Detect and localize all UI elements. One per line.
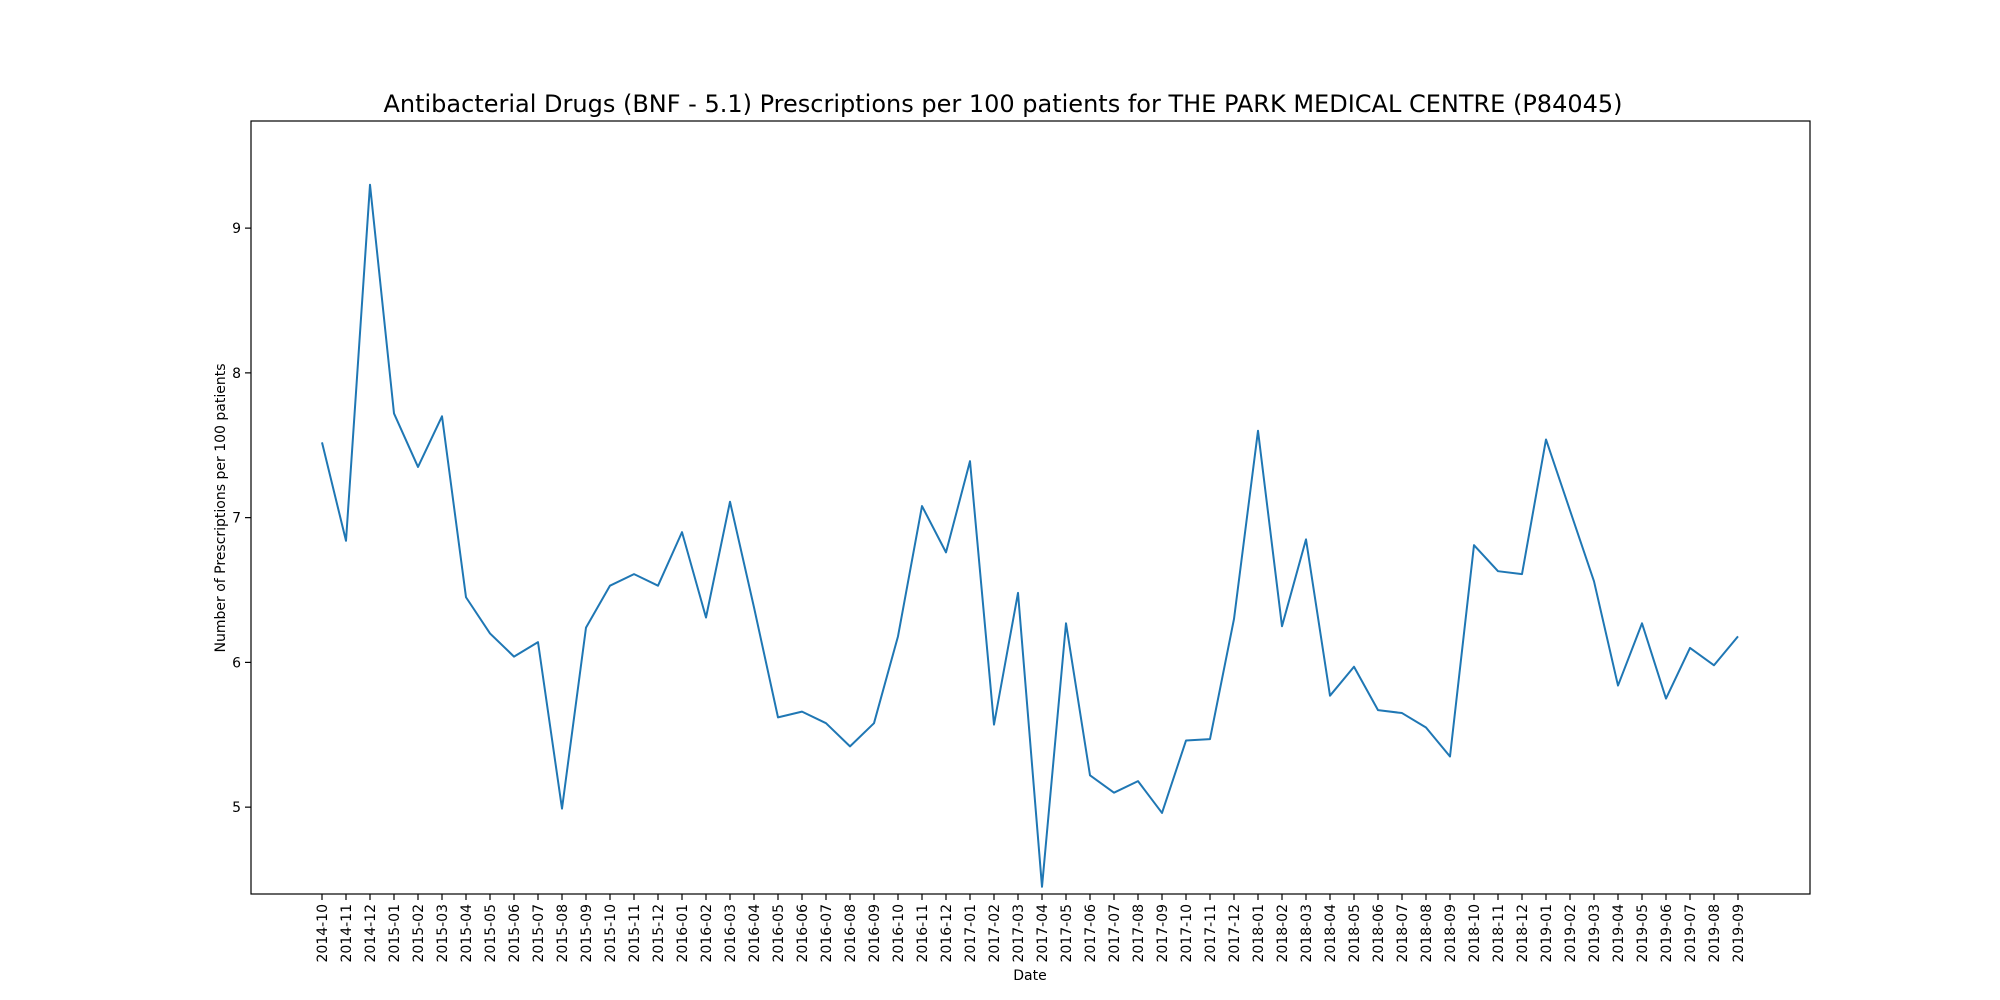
x-tick-label: 2015-03 (435, 904, 451, 963)
x-tick-label: 2019-04 (1611, 904, 1627, 963)
x-tick-label: 2018-03 (1299, 904, 1315, 963)
x-tick-label: 2018-09 (1443, 904, 1459, 963)
x-tick-label: 2016-04 (747, 904, 763, 963)
y-tick-label: 5 (232, 800, 241, 816)
x-tick-label: 2016-09 (867, 904, 883, 963)
x-tick-label: 2015-12 (651, 904, 667, 963)
series-line-0 (321, 183, 1739, 888)
x-tick-label: 2019-07 (1683, 904, 1699, 963)
x-tick-label: 2019-03 (1587, 904, 1603, 963)
x-tick-label: 2019-06 (1659, 904, 1675, 963)
y-axis: 5 6 7 8 9 (232, 221, 251, 816)
y-tick-label: 7 (232, 511, 241, 527)
x-tick-label: 2016-10 (891, 904, 907, 963)
y-tick-label: 8 (232, 366, 241, 382)
x-tick-label: 2016-03 (723, 904, 739, 963)
x-tick-label: 2017-07 (1107, 904, 1123, 963)
x-axis: 2014-10 2014-11 2014-12 2015-01 2015-02 2015-… (315, 894, 1747, 963)
x-tick-label: 2015-06 (507, 904, 523, 963)
x-tick-label: 2017-02 (987, 904, 1003, 963)
y-tick-label: 9 (232, 221, 241, 237)
x-tick-label: 2015-11 (627, 904, 643, 963)
x-tick-label: 2015-01 (387, 904, 403, 963)
x-tick-label: 2017-11 (1203, 904, 1219, 963)
x-tick-label: 2017-12 (1227, 904, 1243, 963)
x-tick-label: 2018-06 (1371, 904, 1387, 963)
x-tick-label: 2015-07 (531, 904, 547, 963)
x-tick-label: 2018-08 (1419, 904, 1435, 963)
y-tick-label: 6 (232, 655, 241, 671)
x-tick-label: 2016-11 (915, 904, 931, 963)
x-tick-label: 2018-01 (1251, 904, 1267, 963)
x-tick-label: 2016-05 (771, 904, 787, 963)
x-tick-label: 2016-12 (939, 904, 955, 963)
x-tick-label: 2017-10 (1179, 904, 1195, 963)
x-tick-label: 2014-12 (363, 904, 379, 963)
x-tick-label: 2016-01 (675, 904, 691, 963)
x-tick-label: 2017-01 (963, 904, 979, 963)
x-tick-label: 2015-02 (411, 904, 427, 963)
x-tick-label: 2018-11 (1491, 904, 1507, 963)
x-tick-label: 2017-06 (1083, 904, 1099, 963)
x-tick-label: 2016-06 (795, 904, 811, 963)
x-tick-label: 2017-03 (1011, 904, 1027, 963)
x-tick-label: 2014-11 (339, 904, 355, 963)
x-tick-label: 2015-09 (579, 904, 595, 963)
x-tick-label: 2018-12 (1515, 904, 1531, 963)
x-tick-label: 2016-08 (843, 904, 859, 963)
plot-frame (250, 120, 1811, 895)
x-tick-label: 2019-05 (1635, 904, 1651, 963)
x-tick-label: 2018-02 (1275, 904, 1291, 963)
plot-area (321, 183, 1739, 888)
x-tick-label: 2017-04 (1035, 904, 1051, 963)
x-tick-label: 2019-08 (1707, 904, 1723, 963)
x-tick-label: 2015-10 (603, 904, 619, 963)
x-tick-label: 2018-05 (1347, 904, 1363, 963)
x-tick-label: 2018-10 (1467, 904, 1483, 963)
x-tick-label: 2019-09 (1731, 904, 1747, 963)
x-tick-label: 2019-02 (1563, 904, 1579, 963)
x-tick-label: 2018-04 (1323, 904, 1339, 963)
x-tick-label: 2017-09 (1155, 904, 1171, 963)
x-tick-label: 2018-07 (1395, 904, 1411, 963)
x-tick-label: 2016-02 (699, 904, 715, 963)
x-tick-label: 2016-07 (819, 904, 835, 963)
x-axis-label: Date (1013, 968, 1046, 984)
x-tick-label: 2019-01 (1539, 904, 1555, 963)
x-tick-label: 2017-05 (1059, 904, 1075, 963)
x-tick-label: 2015-04 (459, 904, 475, 963)
x-tick-label: 2015-08 (555, 904, 571, 963)
y-axis-label: Number of Prescriptions per 100 patients (213, 364, 229, 653)
x-tick-label: 2015-05 (483, 904, 499, 963)
x-tick-label: 2017-08 (1131, 904, 1147, 963)
x-tick-label: 2014-10 (315, 904, 331, 963)
chart-title: Antibacterial Drugs (BNF - 5.1) Prescrip… (383, 90, 1622, 118)
